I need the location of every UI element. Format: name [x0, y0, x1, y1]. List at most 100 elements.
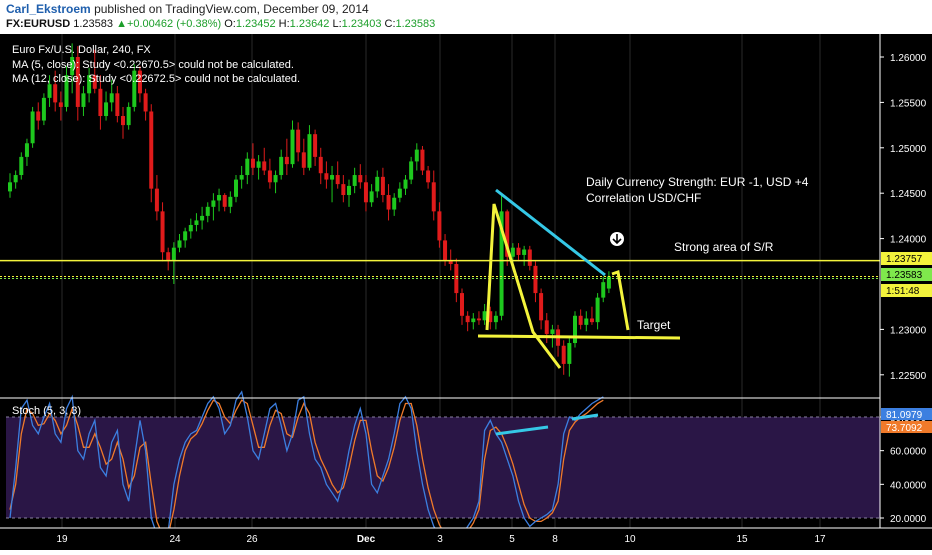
stoch-k-value: 81.0979 [886, 410, 923, 421]
candle-body [335, 175, 340, 185]
candle-body [104, 102, 109, 117]
candle-body [228, 196, 233, 207]
sr-level-badge: 1.23757 [881, 252, 932, 265]
time-label: 15 [736, 534, 748, 545]
symbol-name: FX:EURUSD [6, 18, 71, 30]
candle-body [488, 311, 493, 323]
low-label: L: [332, 18, 342, 30]
price-tick-label: 1.22500 [890, 371, 927, 382]
price-tick-label: 1.24500 [890, 189, 927, 200]
candle-body [239, 175, 244, 180]
author-link[interactable]: Carl_Ekstroem [6, 2, 91, 16]
candle-body [516, 247, 521, 255]
candle-body [137, 70, 142, 94]
chart-area[interactable]: Euro Fx/U.S. Dollar, 240, FX MA (5, clos… [0, 34, 932, 550]
price-badge: 1.23583 [881, 268, 932, 281]
high-label: H: [278, 18, 290, 30]
candle-body [30, 111, 35, 144]
price-ticks: 1.26000 1.25500 1.25000 1.24500 1.24000 1.230… [880, 53, 927, 382]
support-trendline[interactable] [477, 334, 681, 340]
candle-body [121, 116, 125, 126]
candle-body [595, 297, 600, 323]
candle-body [290, 129, 295, 165]
candle-body [369, 191, 374, 203]
cyan-trendline[interactable] [495, 188, 606, 277]
time-label: 5 [509, 534, 515, 545]
candle-body [19, 156, 24, 176]
stoch-divergence-line-2[interactable] [571, 413, 599, 421]
candle-body [132, 70, 137, 107]
candle-body [115, 93, 120, 117]
published-text: published on TradingView.com, December 0… [94, 2, 369, 16]
time-label: 19 [56, 534, 68, 545]
candle-body [250, 158, 255, 168]
candle-body [437, 211, 442, 241]
legend: Euro Fx/U.S. Dollar, 240, FX MA (5, clos… [12, 44, 300, 85]
candle-body [234, 179, 238, 197]
price-tick-label: 1.25000 [890, 144, 927, 155]
sr-level-value: 1.23757 [886, 254, 923, 265]
candle-body [460, 293, 464, 316]
timer-badge-value: 1:51:48 [886, 286, 920, 297]
time-axis[interactable] [0, 528, 932, 550]
candle-body [403, 179, 408, 189]
down-arrow-icon [610, 232, 624, 246]
candle-body [154, 188, 159, 212]
time-label: 24 [169, 534, 181, 545]
candle-body [375, 176, 380, 192]
candle-body [171, 247, 176, 261]
candle-body [380, 176, 385, 196]
price-tick-label: 1.25500 [890, 98, 927, 109]
candle-body [222, 195, 227, 207]
candle-body [183, 231, 188, 241]
time-label: 17 [814, 534, 826, 545]
candle-body [386, 195, 391, 210]
chart-svg[interactable]: Euro Fx/U.S. Dollar, 240, FX MA (5, clos… [0, 34, 932, 550]
candle-body [267, 170, 272, 183]
time-labels: 19 24 26 Dec 3 5 8 10 15 17 [56, 534, 826, 545]
candle-body [284, 156, 289, 165]
candle-body [352, 175, 357, 186]
candle-body [81, 93, 86, 107]
candle-body [482, 311, 487, 321]
candle-body [256, 161, 261, 168]
candles [8, 43, 611, 377]
candle-body [273, 175, 278, 183]
yellow-pattern-drawing[interactable] [485, 203, 562, 369]
candle-body [573, 315, 577, 344]
stoch-d-badge: 73.7092 [881, 421, 932, 434]
candle-body [426, 170, 431, 183]
candle-body [589, 318, 594, 323]
price-badge-value: 1.23583 [886, 270, 923, 281]
candle-body [471, 318, 476, 323]
publish-info: Carl_Ekstroem published on TradingView.c… [6, 2, 369, 16]
candle-body [98, 88, 103, 117]
candle-body [363, 182, 368, 203]
candle-body [499, 211, 504, 316]
candle-body [75, 57, 80, 107]
last-price: 1.23583 [73, 18, 113, 30]
target-text: Target [637, 318, 671, 332]
stoch-tick-label: 20.0000 [890, 514, 927, 525]
candle-body [36, 111, 41, 121]
open-value: 1.23452 [235, 18, 276, 30]
candle-body [522, 249, 527, 255]
time-label: 3 [437, 534, 443, 545]
candle-body [505, 211, 510, 257]
candle-body [476, 318, 481, 321]
stoch-d-value: 73.7092 [886, 423, 923, 434]
candle-body [443, 240, 448, 261]
candle-body [606, 276, 611, 289]
candle-body [109, 93, 114, 103]
candle-body [24, 143, 29, 157]
correlation-text: Correlation USD/CHF [586, 191, 701, 205]
candle-body [92, 75, 97, 89]
candle-body [318, 156, 323, 174]
stoch-k-line [9, 390, 604, 543]
legend-ma12: MA (12, close): Study <0.22672.5> could … [12, 73, 300, 85]
timer-badge: 1:51:48 [881, 284, 932, 297]
stoch-divergence-line-1[interactable] [495, 425, 549, 436]
target-projection-line[interactable] [611, 270, 630, 331]
stoch-tick-label: 40.0000 [890, 480, 927, 491]
symbol-quote: FX:EURUSD 1.23583 ▲+0.00462 (+0.38%) O:1… [6, 18, 435, 30]
